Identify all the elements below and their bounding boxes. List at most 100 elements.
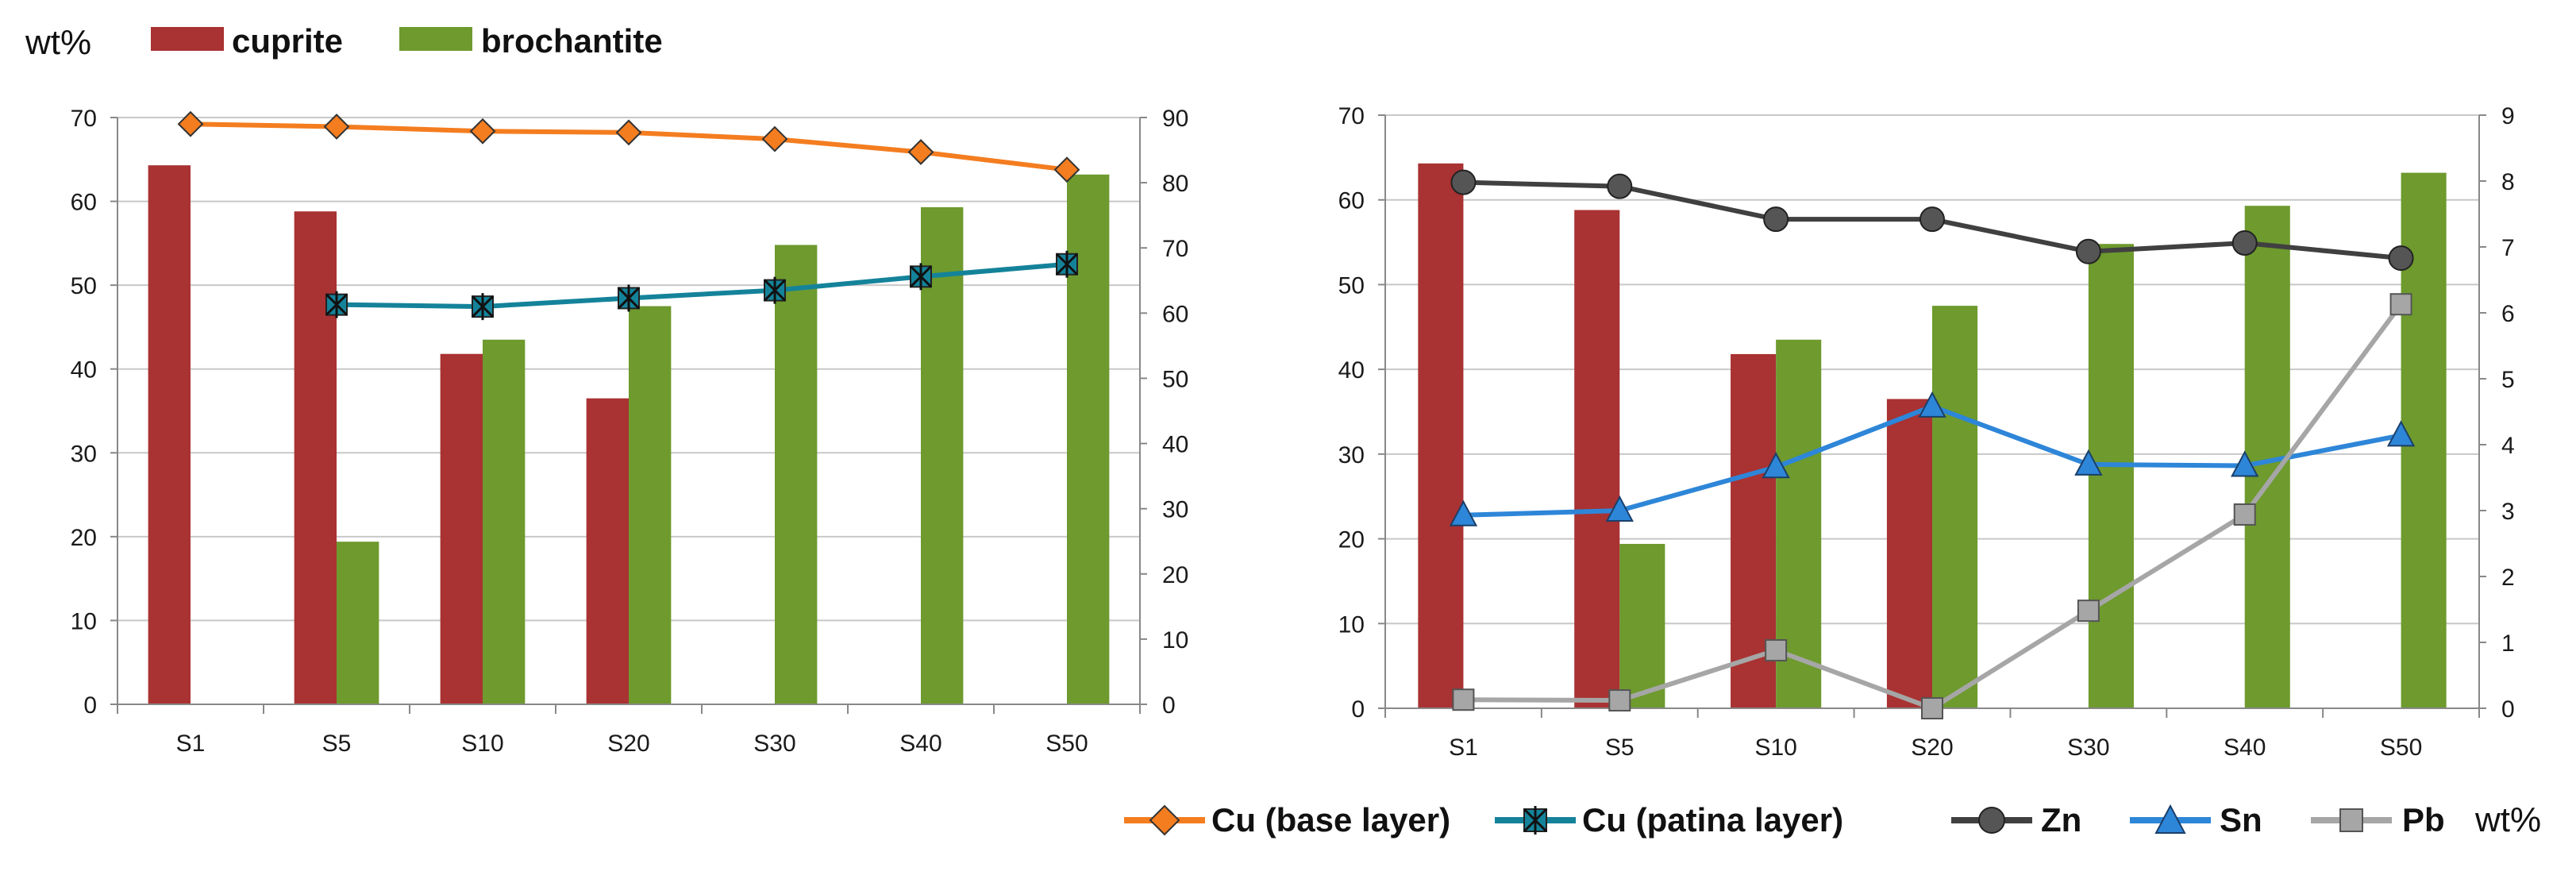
legend-label-pb: Pb (2402, 801, 2445, 839)
right-point-sn-s50 (2386, 420, 2416, 447)
right-y-left-tick: 60 (1338, 188, 1365, 214)
left-y-left-tick: 0 (83, 692, 97, 719)
left-x-tick-s5: S5 (322, 731, 352, 757)
left-point-cu-base-layer-s10 (469, 118, 496, 145)
left-point-cu-base-layer-s30 (761, 125, 788, 152)
right-y-left-tick: 70 (1338, 103, 1365, 129)
right-bar-cuprite-s5 (1574, 210, 1620, 708)
left-y-right-tick: 70 (1162, 236, 1188, 262)
left-bar-cuprite-s10 (440, 353, 483, 704)
legend-label-brochantite: brochantite (481, 22, 663, 60)
right-x-tick-s1: S1 (1449, 734, 1478, 761)
right-point-pb-s20 (1921, 697, 1943, 719)
left-bar-cuprite-s5 (294, 211, 337, 704)
left-y-right-tick: 90 (1162, 106, 1188, 132)
left-y-left-tick: 70 (71, 106, 97, 132)
left-y-left-tick: 10 (71, 608, 97, 634)
right-x-tick-s20: S20 (1911, 734, 1953, 761)
legend-label-cu-base: Cu (base layer) (1211, 801, 1450, 839)
right-y-right-tick: 9 (2501, 103, 2515, 129)
left-y-left-tick: 40 (71, 357, 97, 384)
right-point-sn-s10 (1762, 452, 1790, 479)
left-bar-cuprite-s1 (148, 165, 191, 704)
left-point-cu-patina-layer-s40 (909, 263, 933, 291)
right-point-pb-s10 (1765, 638, 1788, 661)
left-x-tick-s50: S50 (1045, 731, 1088, 757)
right-x-tick-s50: S50 (2380, 734, 2422, 761)
right-point-zn-s20 (1919, 206, 1945, 233)
left-x-tick-s1: S1 (176, 731, 206, 757)
top-legend-unit: wt% (25, 23, 91, 62)
left-y-right-tick: 10 (1162, 627, 1188, 653)
left-y-left-tick: 60 (71, 190, 97, 216)
right-y-right-tick: 7 (2501, 235, 2515, 261)
right-point-pb-s30 (2077, 599, 2100, 623)
right-y-left-tick: 20 (1338, 527, 1365, 553)
right-y-right-tick: 2 (2501, 565, 2515, 591)
legend-label-zn: Zn (2041, 801, 2081, 839)
right-y-right-tick: 6 (2501, 301, 2515, 327)
right-y-right-tick: 0 (2501, 696, 2515, 723)
left-y-left-tick: 20 (71, 525, 97, 551)
left-point-cu-base-layer-s40 (907, 139, 934, 165)
left-x-tick-s20: S20 (607, 731, 649, 757)
left-y-left-tick: 30 (71, 441, 97, 467)
right-point-sn-s30 (2074, 449, 2103, 476)
right-point-zn-s5 (1607, 173, 1633, 199)
right-y-right-tick: 3 (2501, 499, 2515, 525)
right-x-tick-s5: S5 (1605, 734, 1635, 761)
right-bar-brochantite-s5 (1619, 543, 1665, 708)
left-y-left-tick: 50 (71, 273, 97, 299)
legend-swatch-brochantite (399, 27, 472, 51)
left-y-right-tick: 0 (1162, 692, 1176, 719)
chart-right: 0 10 20 30 40 50 60 70 0 1 2 3 4 5 6 7 8 9 S1 S5 S10 S20 S30 S4… (1338, 103, 2515, 761)
right-point-sn-s20 (1918, 391, 1946, 418)
right-point-zn-s50 (2388, 245, 2414, 272)
left-bar-brochantite-s30 (775, 245, 818, 704)
left-y-right-tick: 60 (1162, 301, 1188, 327)
right-point-pb-s5 (1608, 689, 1631, 712)
right-y-right-tick: 8 (2501, 169, 2515, 195)
right-bar-brochantite-s30 (2088, 244, 2134, 709)
legend-label-cuprite: cuprite (232, 22, 343, 60)
left-point-cu-base-layer-s1 (177, 110, 204, 137)
legend-marker-sn (2154, 804, 2186, 834)
right-x-tick-s40: S40 (2224, 734, 2266, 761)
right-y-right-tick: 4 (2501, 433, 2515, 459)
left-bar-brochantite-s5 (337, 542, 379, 704)
right-point-sn-s40 (2231, 450, 2259, 477)
right-y-left-tick: 30 (1338, 442, 1365, 468)
bottom-legend-unit: wt% (2474, 800, 2541, 839)
right-point-zn-s10 (1763, 206, 1789, 233)
right-point-pb-s40 (2233, 503, 2256, 526)
right-point-zn-s30 (2075, 238, 2101, 264)
left-point-cu-patina-layer-s20 (617, 284, 641, 312)
legend-marker-cu-base (1149, 804, 1180, 836)
legend-label-sn: Sn (2220, 801, 2262, 839)
right-point-sn-s5 (1605, 495, 1634, 522)
legend-marker-pb (2339, 808, 2363, 832)
left-point-cu-patina-layer-s5 (325, 291, 348, 318)
left-point-cu-patina-layer-s30 (763, 276, 787, 304)
legend-label-cu-patina: Cu (patina layer) (1582, 801, 1843, 839)
right-point-zn-s1 (1450, 169, 1477, 195)
legend-marker-zn (1978, 807, 2005, 834)
top-legend: wt% cuprite brochantite (25, 22, 663, 62)
left-point-cu-base-layer-s5 (323, 114, 350, 140)
left-bar-brochantite-s20 (629, 306, 672, 704)
left-y-right-tick: 20 (1162, 562, 1188, 588)
left-bar-brochantite-s40 (921, 206, 964, 704)
bottom-legend: Cu (base layer) Cu (patina layer) Zn Sn … (1124, 800, 2541, 839)
right-y-left-tick: 10 (1338, 611, 1365, 638)
right-y-right-tick: 5 (2501, 367, 2515, 393)
left-point-cu-patina-layer-s10 (471, 293, 495, 321)
left-bar-brochantite-s10 (483, 339, 526, 704)
left-x-tick-s30: S30 (753, 731, 795, 757)
right-y-left-tick: 0 (1351, 696, 1365, 723)
left-y-right-tick: 50 (1162, 366, 1188, 392)
left-x-tick-s40: S40 (899, 731, 941, 757)
left-x-tick-s10: S10 (461, 731, 503, 757)
right-point-sn-s1 (1449, 499, 1478, 526)
left-bar-cuprite-s20 (586, 398, 629, 704)
left-y-right-tick: 40 (1162, 432, 1188, 458)
